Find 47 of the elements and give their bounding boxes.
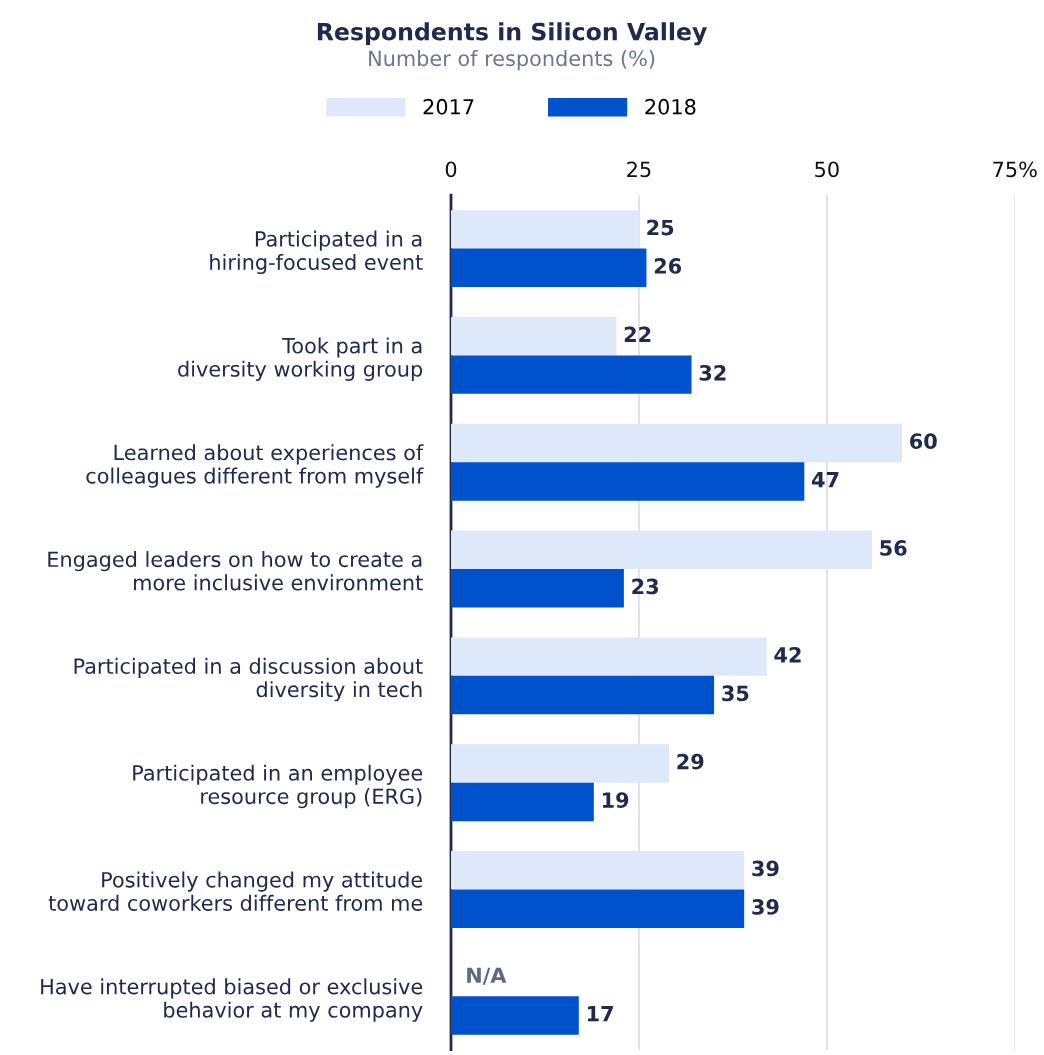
bar [451, 996, 579, 1035]
bar [451, 530, 872, 570]
y-tick-label: Positively changed my attitude toward coworkers different from me [48, 871, 423, 911]
bar [451, 675, 715, 715]
y-tick-label: Participated in a discussion about diversity in tech [74, 657, 423, 702]
y-tick-label: Engaged leaders on how to create a more inclusive environment [48, 551, 423, 591]
y-tick-label: Learned about experiences of colleagues different from myself [86, 444, 424, 488]
y-tick-label: Participated in an employee resource group (ERG) [133, 764, 423, 809]
data-label: 32 [699, 364, 726, 381]
data-label: 22 [624, 326, 651, 342]
bar [451, 355, 692, 394]
x-tick-label: 50 [815, 161, 839, 178]
data-label: 60 [910, 433, 937, 450]
text: N/A [467, 967, 507, 985]
bar [451, 744, 669, 783]
data-label: 39 [752, 860, 779, 877]
data-label: 42 [774, 646, 801, 663]
data-label: 19 [602, 792, 629, 808]
bar [451, 316, 617, 356]
legend-label: 2017 [423, 98, 474, 115]
data-label: 29 [677, 753, 704, 770]
data-label: 56 [880, 540, 907, 556]
y-tick-label: Took part in a diversity working group [178, 337, 423, 381]
legend-label: 2018 [645, 98, 696, 115]
bar [451, 210, 639, 249]
x-tick-label: 75% [993, 161, 1037, 178]
chart-subtitle: Number of respondents (%) [369, 50, 655, 71]
y-tick-label: Have interrupted biased or exclusive behavior at my company [41, 978, 423, 1022]
data-label: 26 [654, 258, 682, 274]
y-tick-label: Participated in a hiring-focused event [210, 230, 423, 275]
bar [451, 248, 647, 288]
data-label: 25 [647, 219, 674, 236]
chart-title: Respondents in Silicon Valley [317, 22, 707, 46]
data-label: 23 [632, 578, 658, 595]
data-label: 17 [587, 1006, 613, 1022]
bar [451, 569, 624, 608]
data-label: 35 [722, 685, 749, 702]
x-tick-label: 25 [627, 161, 651, 178]
x-tick-label: 0 [445, 161, 457, 178]
bar [451, 462, 805, 501]
bar [451, 889, 745, 928]
bar [451, 782, 594, 822]
bar [451, 637, 767, 676]
bar [451, 423, 903, 463]
data-label: 39 [752, 899, 779, 915]
bar [451, 851, 745, 890]
data-label: 47 [812, 472, 839, 488]
